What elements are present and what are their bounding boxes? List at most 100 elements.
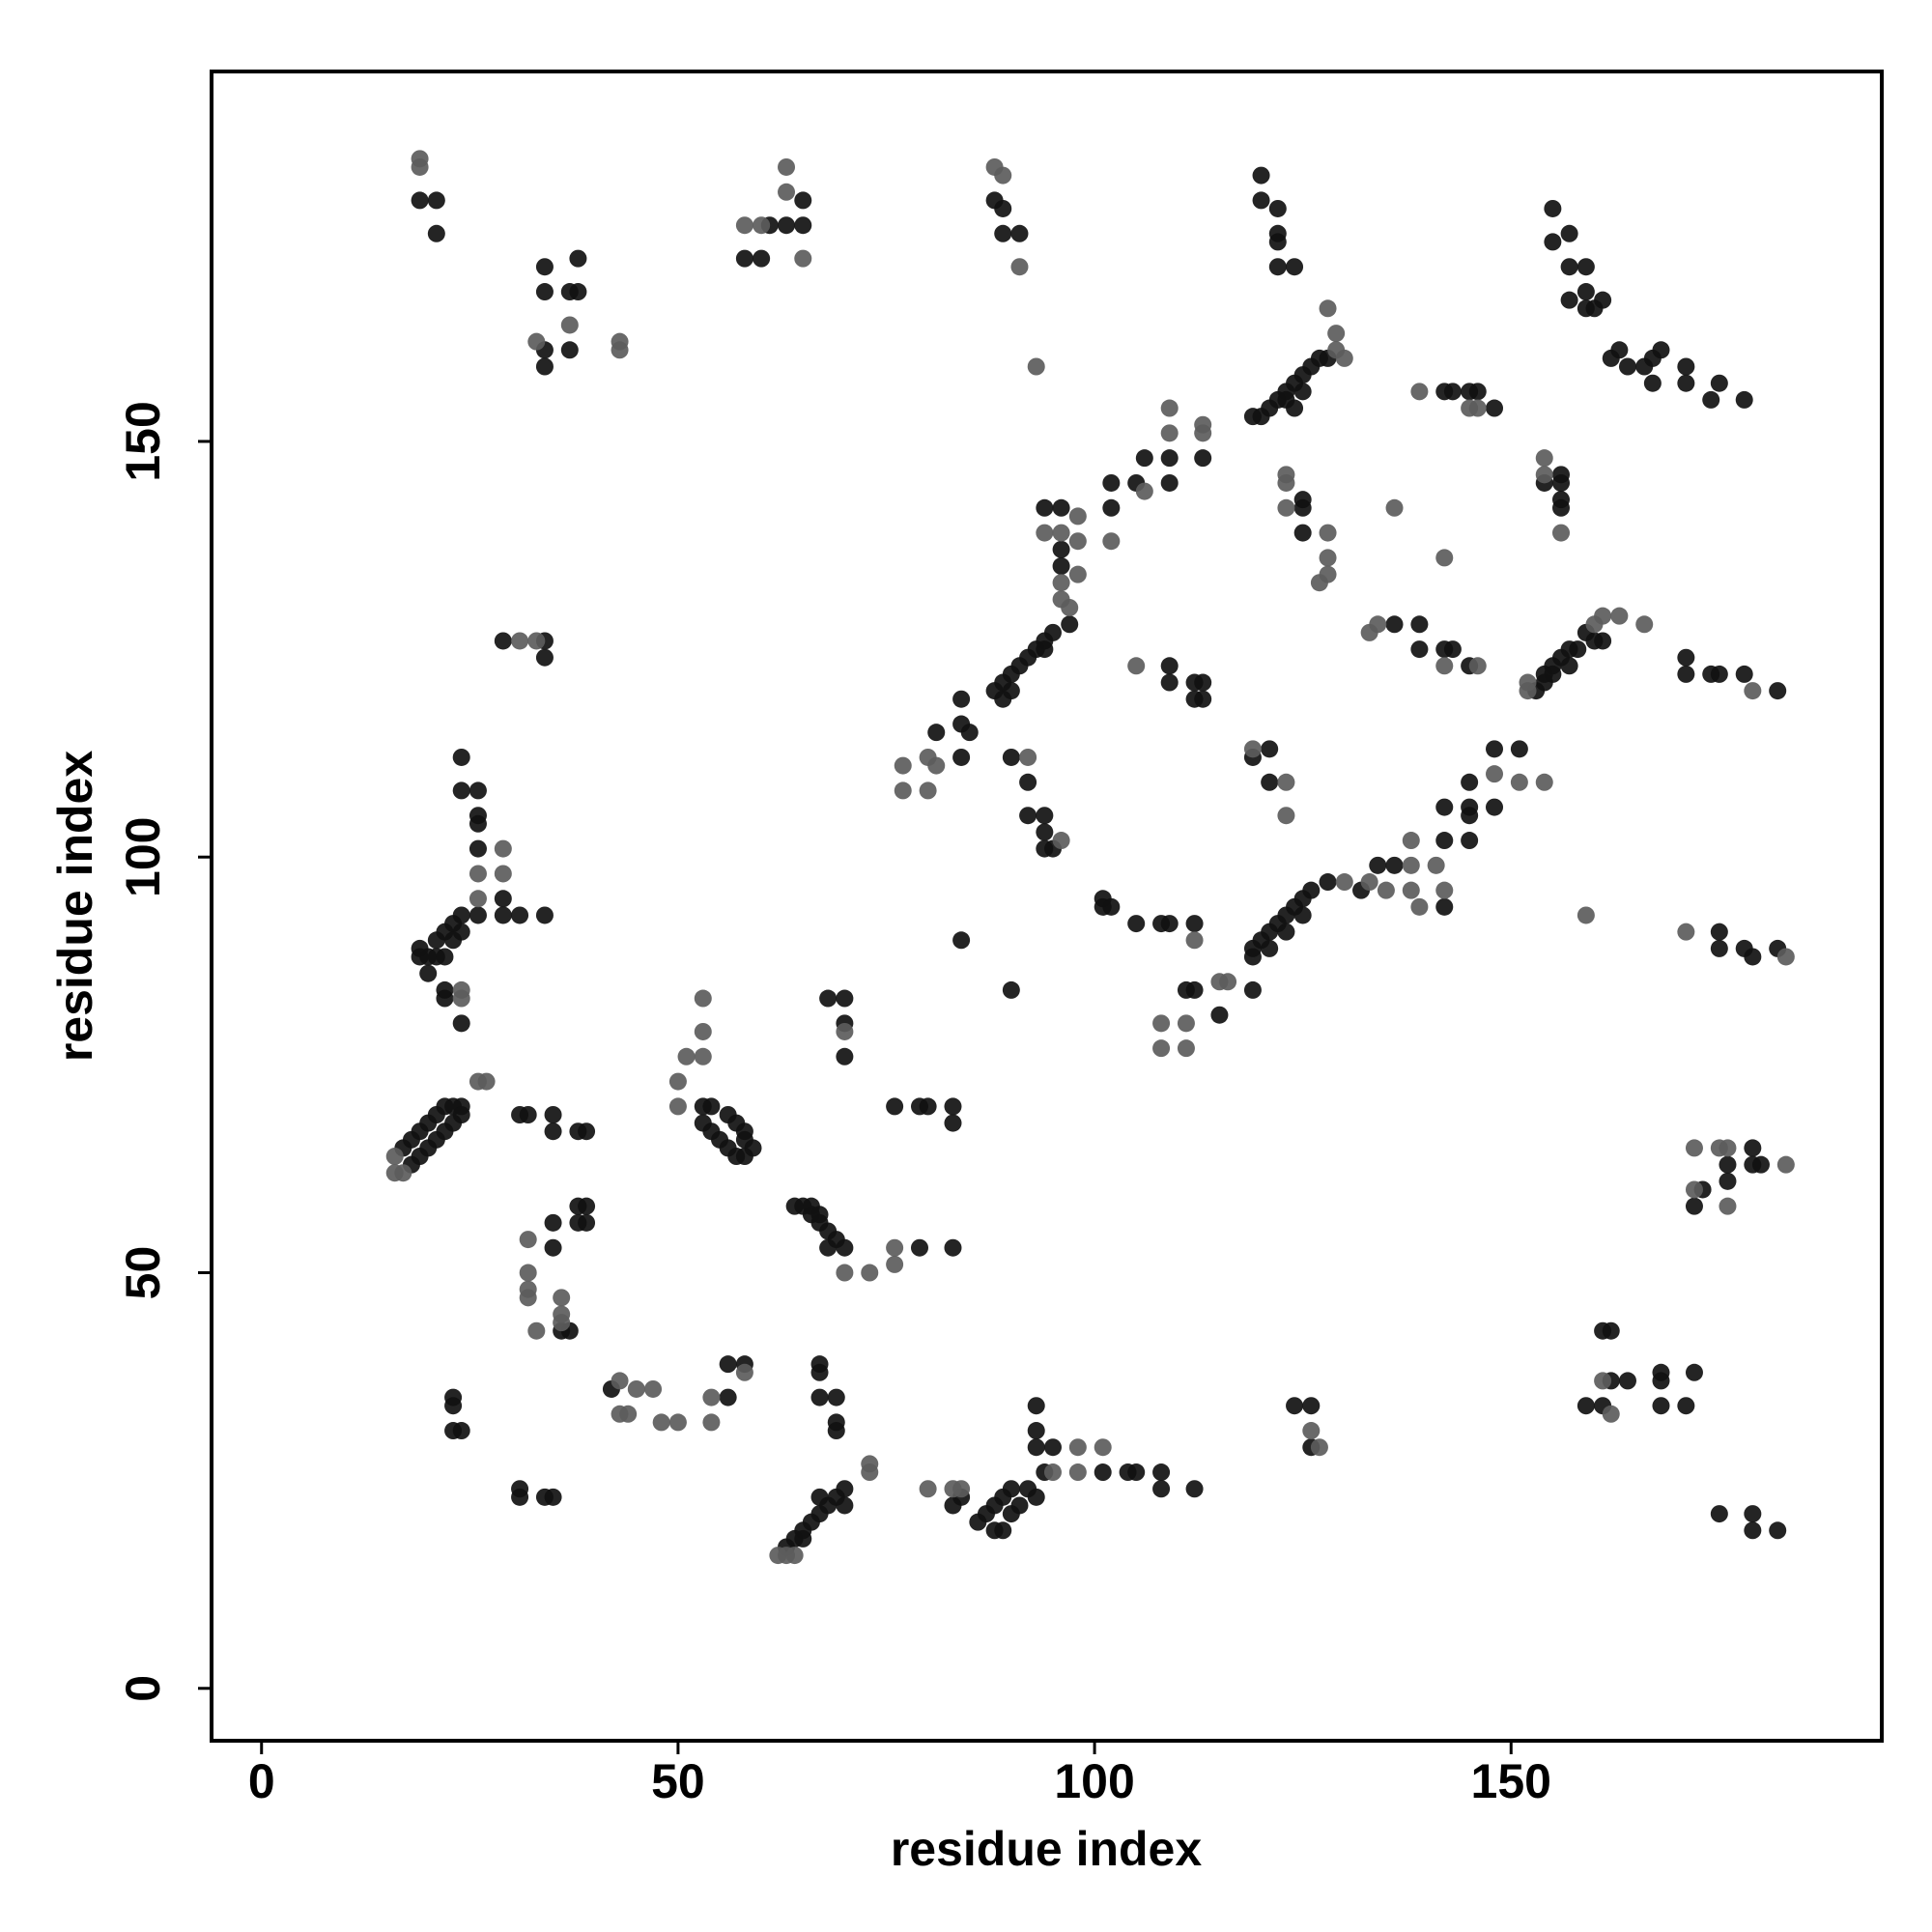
x-tick-label: 0	[248, 1754, 275, 1808]
point	[836, 1480, 854, 1498]
point	[960, 724, 979, 742]
point	[1160, 399, 1179, 417]
point	[1369, 856, 1387, 874]
point	[535, 283, 554, 301]
point	[1135, 449, 1153, 468]
point	[1068, 565, 1087, 583]
point	[1293, 383, 1312, 401]
point	[1068, 1438, 1087, 1457]
point	[1551, 524, 1570, 542]
point	[894, 781, 912, 800]
point	[1261, 773, 1279, 791]
point	[1310, 574, 1328, 592]
point	[1744, 1139, 1762, 1157]
point	[1160, 473, 1179, 492]
point	[1043, 1463, 1062, 1482]
point	[794, 249, 812, 268]
point	[1519, 673, 1537, 692]
point	[810, 1206, 829, 1224]
point	[1486, 399, 1504, 417]
point	[1486, 740, 1504, 758]
point	[1535, 466, 1553, 484]
point	[1468, 399, 1487, 417]
point	[1302, 1397, 1321, 1415]
point	[1068, 1463, 1087, 1482]
point	[753, 216, 771, 235]
point	[1277, 390, 1295, 409]
point	[1435, 897, 1454, 916]
point	[1027, 357, 1045, 376]
point	[411, 191, 429, 210]
point	[611, 1372, 629, 1390]
point	[569, 249, 587, 268]
point	[1052, 540, 1070, 558]
point	[668, 1097, 687, 1116]
point	[1710, 665, 1728, 683]
point	[1652, 1397, 1670, 1415]
point	[1585, 615, 1604, 634]
point	[1719, 1197, 1737, 1215]
point	[702, 1413, 721, 1432]
point	[1219, 973, 1237, 991]
point	[1435, 832, 1454, 850]
point	[1002, 748, 1020, 766]
point	[1461, 832, 1479, 850]
point	[1468, 657, 1487, 675]
point	[927, 756, 946, 775]
point	[1286, 1397, 1304, 1415]
point	[944, 1114, 962, 1132]
point	[1319, 873, 1337, 892]
point	[778, 216, 796, 235]
point	[469, 839, 487, 858]
point	[836, 1022, 854, 1040]
point	[1643, 374, 1662, 392]
point	[694, 1047, 712, 1065]
x-tick-label: 50	[651, 1754, 705, 1808]
point	[469, 906, 487, 924]
point	[1019, 807, 1037, 825]
point	[1776, 948, 1795, 966]
point	[702, 1388, 721, 1406]
point	[994, 166, 1012, 185]
point	[1127, 915, 1146, 933]
point	[385, 1148, 404, 1166]
point	[560, 316, 579, 334]
point	[1052, 832, 1070, 850]
point	[1560, 291, 1578, 309]
point	[1194, 424, 1212, 442]
point	[944, 1480, 962, 1498]
point	[1369, 615, 1387, 634]
point	[1335, 349, 1353, 367]
point	[511, 906, 529, 924]
point	[1277, 498, 1295, 517]
point	[1710, 939, 1728, 957]
point	[1618, 1372, 1636, 1390]
point	[1735, 665, 1753, 683]
point	[1535, 449, 1553, 468]
point	[778, 183, 796, 201]
point	[1027, 1422, 1045, 1440]
point	[994, 1521, 1012, 1540]
point	[1577, 258, 1595, 276]
point	[1719, 1172, 1737, 1190]
point	[553, 1314, 571, 1332]
point	[794, 1529, 812, 1548]
point	[668, 1072, 687, 1091]
point	[1461, 807, 1479, 825]
point	[1560, 258, 1578, 276]
point	[1152, 1480, 1171, 1498]
point	[1293, 498, 1312, 517]
point	[1544, 233, 1562, 251]
point	[1560, 657, 1578, 675]
point	[1177, 980, 1195, 999]
point	[1319, 299, 1337, 318]
point	[1293, 906, 1312, 924]
y-tick-label: 150	[116, 401, 170, 481]
point	[1769, 1521, 1787, 1540]
point	[1036, 823, 1054, 841]
point	[1027, 1438, 1045, 1457]
point	[544, 1488, 562, 1506]
point	[1052, 524, 1070, 542]
point	[1102, 498, 1121, 517]
point	[1751, 1155, 1770, 1174]
